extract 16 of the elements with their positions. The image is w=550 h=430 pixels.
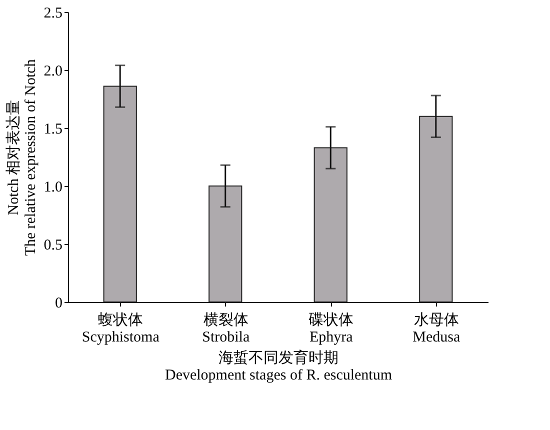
y-axis-title: Notch 相对表达量 The relative expression of Notch (4, 58, 39, 256)
y-tick-label: 0 (55, 296, 62, 312)
y-tick-label: 0.5 (44, 238, 62, 254)
x-tick-label: 碟状体 Ephyra (308, 312, 354, 346)
x-axis-title: 海蜇不同发育时期 Development stages of R. esculentum (164, 350, 392, 384)
y-tick-label: 2.5 (44, 6, 62, 22)
y-tick-label: 1.5 (44, 122, 62, 138)
bar (208, 186, 242, 302)
x-tick-label: 水母体 Medusa (412, 312, 460, 346)
bar (314, 147, 348, 302)
bar (419, 116, 453, 302)
x-tick-label: 横裂体 Strobila (202, 312, 250, 346)
y-tick-label: 1.0 (44, 180, 62, 196)
y-tick-label: 2.0 (44, 64, 62, 80)
bar (103, 86, 137, 302)
x-tick-label: 蝮状体 Scyphistoma (82, 312, 160, 346)
